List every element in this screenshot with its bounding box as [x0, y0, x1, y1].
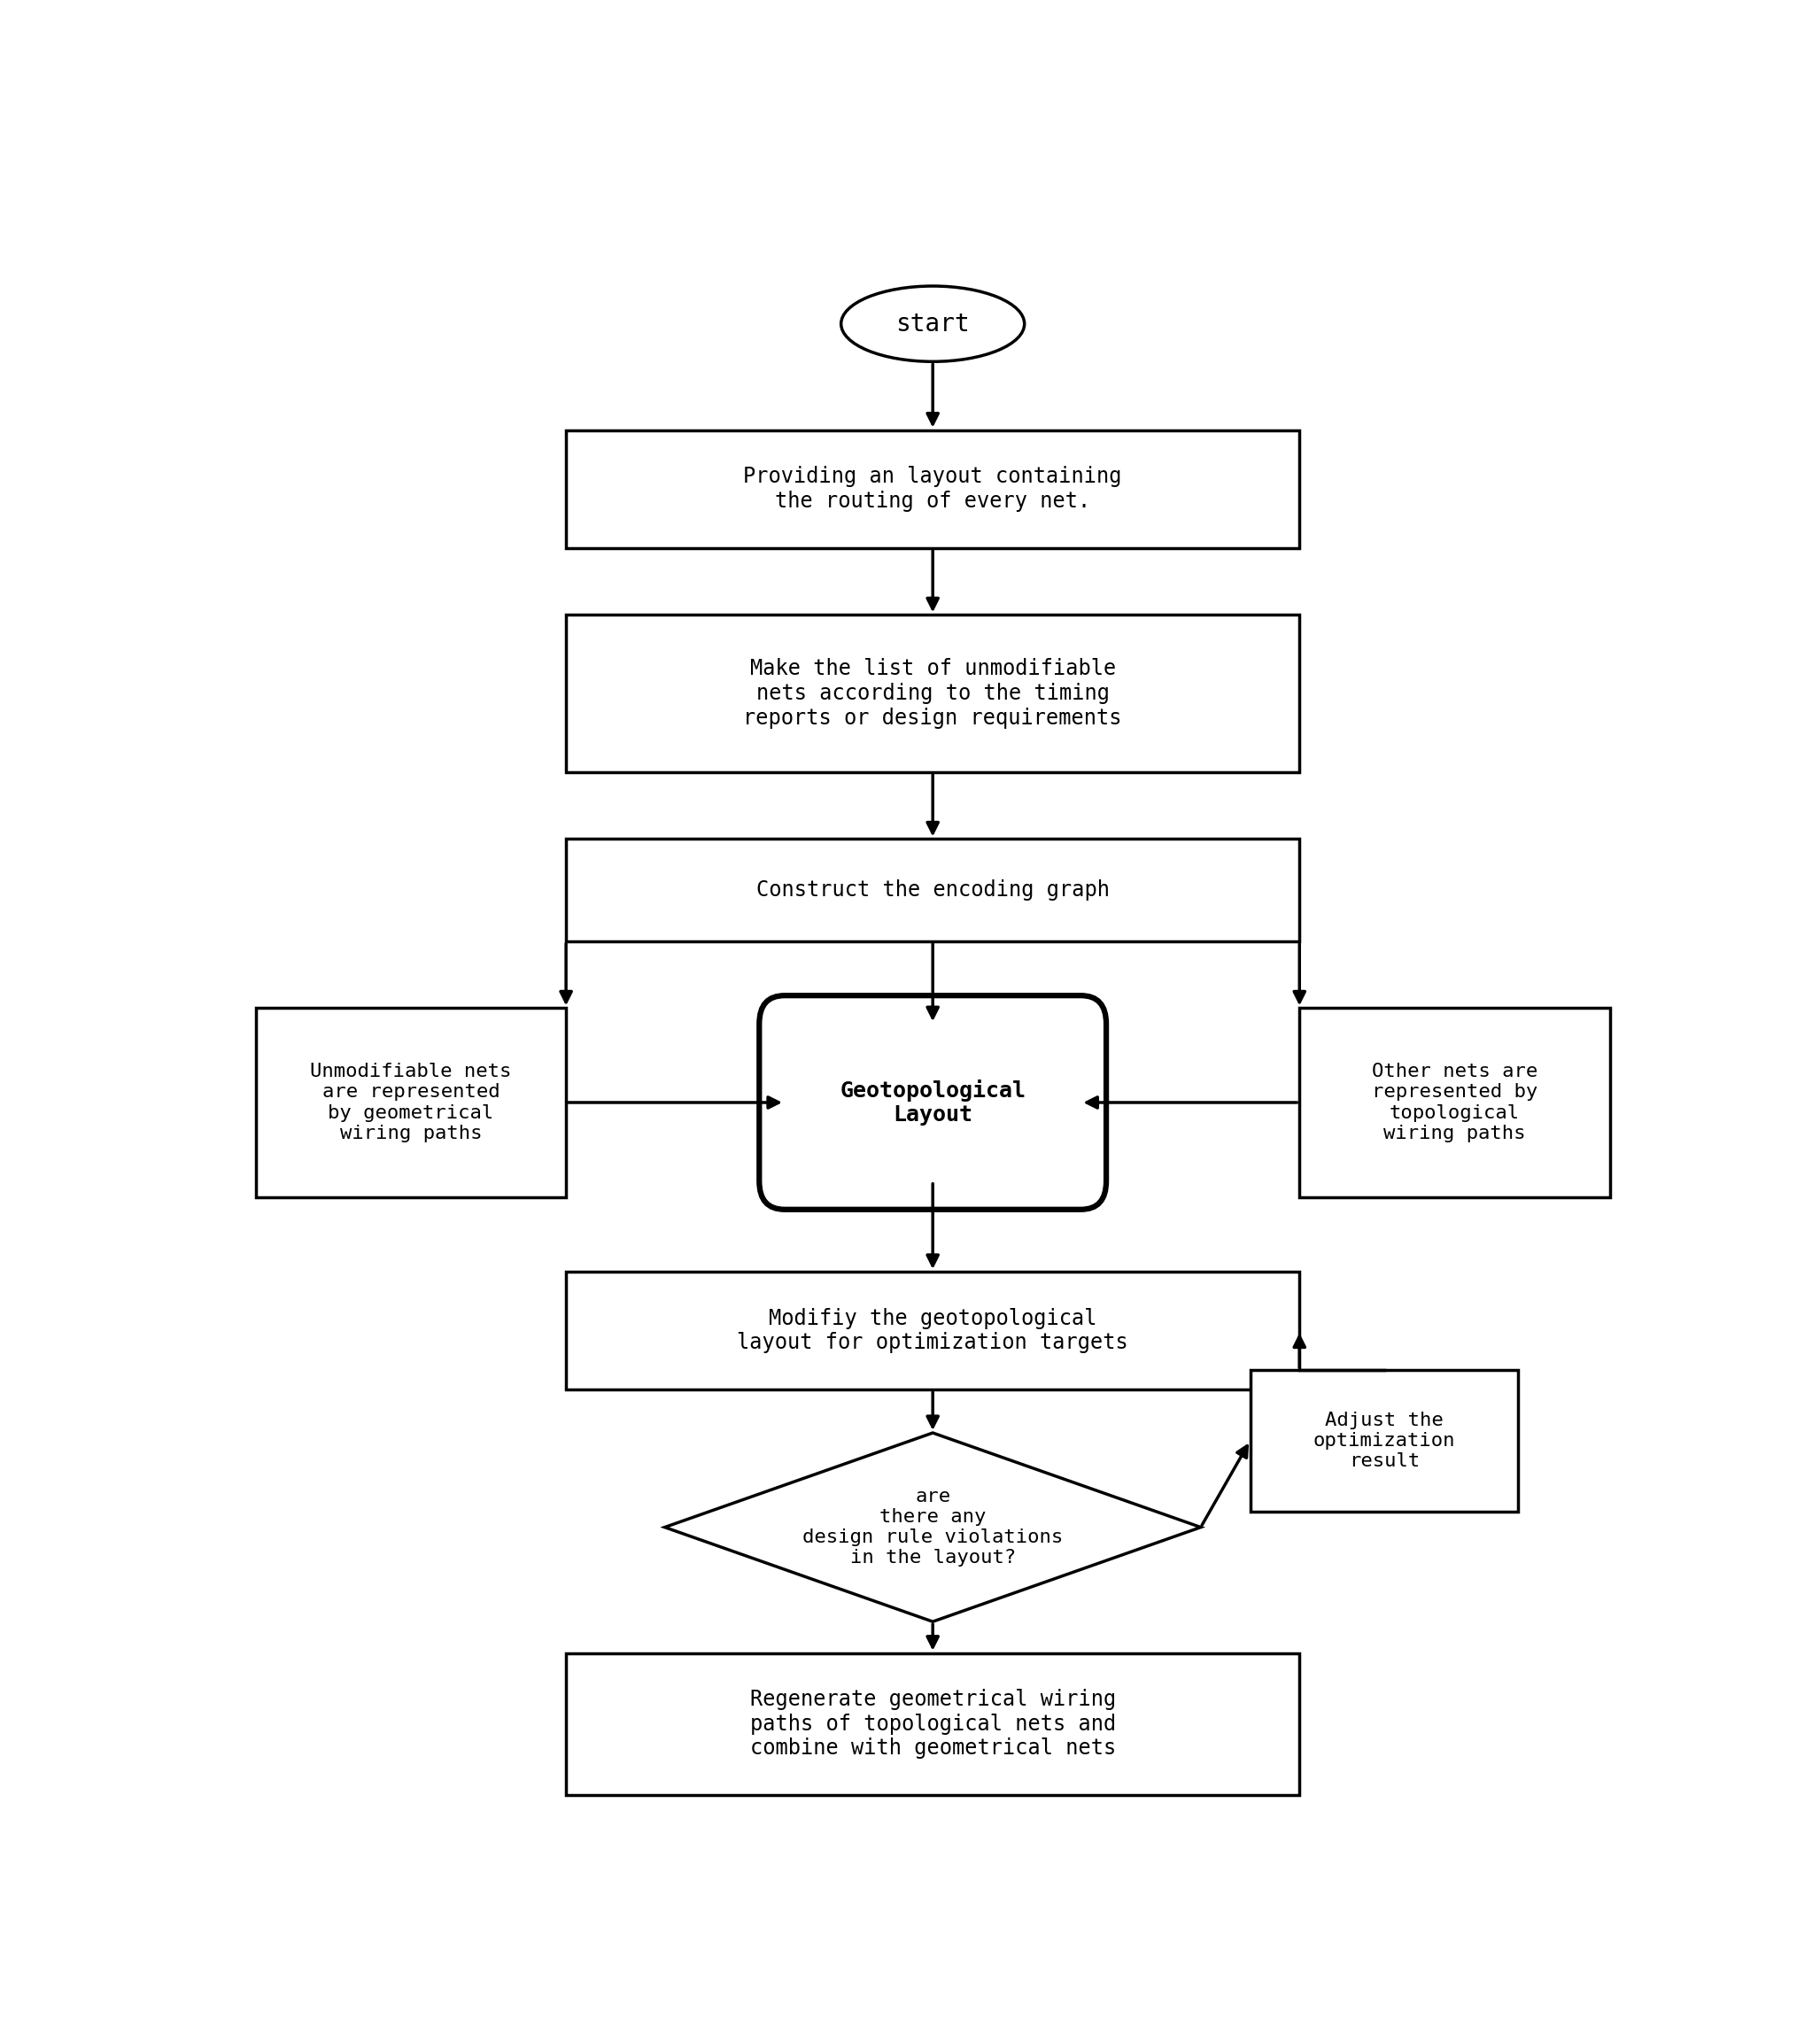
Text: Make the list of unmodifiable
nets according to the timing
reports or design req: Make the list of unmodifiable nets accor…	[743, 658, 1123, 729]
FancyBboxPatch shape	[1299, 1007, 1611, 1197]
Ellipse shape	[841, 286, 1025, 362]
FancyBboxPatch shape	[759, 995, 1107, 1209]
Text: Geotopological
Layout: Geotopological Layout	[839, 1079, 1026, 1126]
FancyBboxPatch shape	[566, 1271, 1299, 1389]
FancyBboxPatch shape	[566, 840, 1299, 942]
Text: Construct the encoding graph: Construct the encoding graph	[755, 878, 1110, 901]
FancyBboxPatch shape	[566, 429, 1299, 548]
Text: Adjust the
optimization
result: Adjust the optimization result	[1312, 1412, 1456, 1471]
FancyBboxPatch shape	[255, 1007, 566, 1197]
Text: are
there any
design rule violations
in the layout?: are there any design rule violations in …	[803, 1487, 1063, 1567]
Text: Modifiy the geotopological
layout for optimization targets: Modifiy the geotopological layout for op…	[737, 1308, 1128, 1355]
FancyBboxPatch shape	[566, 615, 1299, 772]
FancyBboxPatch shape	[566, 1653, 1299, 1794]
Text: Unmodifiable nets
are represented
by geometrical
wiring paths: Unmodifiable nets are represented by geo…	[309, 1062, 511, 1142]
Polygon shape	[664, 1432, 1201, 1622]
Text: start: start	[895, 311, 970, 337]
FancyBboxPatch shape	[1250, 1371, 1518, 1512]
Text: Providing an layout containing
the routing of every net.: Providing an layout containing the routi…	[743, 466, 1123, 513]
Text: Regenerate geometrical wiring
paths of topological nets and
combine with geometr: Regenerate geometrical wiring paths of t…	[750, 1690, 1116, 1759]
Text: Other nets are
represented by
topological
wiring paths: Other nets are represented by topologica…	[1372, 1062, 1538, 1142]
